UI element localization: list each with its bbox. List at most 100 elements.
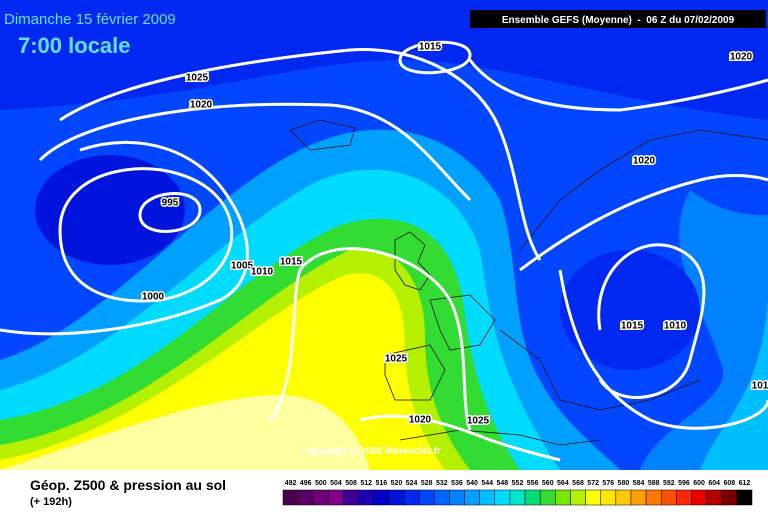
legend-value: 564	[557, 480, 569, 487]
field-low	[35, 155, 185, 265]
legend-value: 548	[497, 480, 509, 487]
legend-swatch	[358, 489, 375, 506]
legend-value: 600	[693, 480, 705, 487]
isobar-label: 1015	[419, 42, 442, 53]
legend-swatch	[449, 489, 465, 506]
isobar-label: 1020	[409, 415, 432, 426]
isobar-label: 1025	[467, 416, 490, 427]
legend-value: 532	[436, 480, 448, 487]
legend-value: 524	[406, 480, 418, 487]
legend-swatch	[600, 489, 617, 506]
legend-lead: (+ 192h)	[30, 496, 72, 508]
legend-value: 560	[542, 480, 554, 487]
legend-swatch	[676, 489, 692, 506]
map-field	[0, 0, 768, 471]
isobar-label: 1020	[190, 100, 213, 111]
isobar	[359, 414, 561, 462]
legend-value: 508	[345, 480, 357, 487]
isobar	[398, 40, 472, 75]
legend-value: 520	[391, 480, 403, 487]
field-band	[700, 300, 768, 470]
legend-swatch	[645, 489, 662, 506]
legend-value: 544	[481, 480, 493, 487]
isobar-label: 1005	[231, 261, 254, 272]
legend-swatch	[464, 489, 480, 506]
legend-value: 580	[618, 480, 630, 487]
legend-swatch	[388, 489, 405, 506]
field-band	[0, 395, 370, 470]
coastline	[384, 344, 446, 401]
field-low	[560, 250, 700, 370]
legend-value: 540	[466, 480, 478, 487]
isobar-label: 995	[162, 198, 179, 209]
isobar-label: 1000	[142, 292, 165, 303]
isobar-label: 1010	[251, 267, 274, 278]
coastline	[399, 429, 601, 446]
legend-swatch	[418, 489, 435, 506]
isobar-label: 1015	[621, 321, 644, 332]
legend-swatch	[328, 489, 344, 506]
copyright: Copyright © 2008 Meteociel.fr	[300, 446, 441, 457]
model-info: Ensemble GEFS (Moyenne) - 06 Z du 07/02/…	[502, 15, 735, 26]
legend-value: 592	[663, 480, 675, 487]
legend-value: 528	[421, 480, 433, 487]
isobar-labels: 1015102510201020995102010051010101510001…	[140, 40, 768, 428]
legend-value: 608	[723, 480, 735, 487]
isobar	[558, 269, 768, 430]
coastlines	[289, 119, 768, 446]
isobar-label: 1020	[730, 52, 753, 63]
isobar	[0, 140, 249, 336]
coastline	[429, 294, 496, 351]
model-box	[470, 10, 766, 28]
legend-swatch	[479, 489, 496, 506]
legend-swatch	[313, 489, 329, 506]
isobar-label: 1015	[280, 257, 303, 268]
map-time: 7:00 locale	[18, 33, 131, 58]
legend-swatch	[691, 489, 707, 506]
legend-swatch	[660, 489, 677, 506]
isobar	[468, 59, 768, 112]
isobar-label: 1025	[385, 354, 408, 365]
isobar	[59, 48, 542, 261]
legend-value: 516	[375, 480, 387, 487]
legend-value: 504	[330, 480, 342, 487]
legend-swatch	[585, 489, 601, 506]
map-date: Dimanche 15 février 2009	[4, 11, 176, 28]
isobar-label: 1010	[664, 321, 687, 332]
legend-swatch	[721, 489, 738, 506]
legend-swatch	[509, 489, 526, 506]
legend-swatch	[282, 489, 299, 506]
field-dark	[0, 0, 768, 120]
legend-value: 596	[678, 480, 690, 487]
legend-value: 512	[360, 480, 372, 487]
legend-value: 604	[708, 480, 720, 487]
isobar-label: 1025	[186, 73, 209, 84]
isobar	[38, 102, 472, 202]
legend-swatch	[403, 489, 420, 506]
legend-swatch	[630, 489, 647, 506]
legend-value: 576	[602, 480, 614, 487]
legend-value: 584	[633, 480, 645, 487]
legend-title: Géop. Z500 & pression au sol	[30, 477, 226, 493]
isobar-label: 101	[752, 381, 768, 392]
coastline	[394, 231, 431, 291]
coastline	[289, 119, 356, 151]
legend-swatch	[434, 489, 450, 506]
field-band	[640, 190, 768, 470]
legend-swatch	[297, 489, 314, 506]
isobar	[519, 174, 768, 272]
isobar	[268, 247, 472, 431]
legend-swatch	[570, 489, 586, 506]
isobar	[597, 243, 706, 399]
legend-value: 588	[648, 480, 660, 487]
legend-swatch	[373, 489, 390, 506]
legend-swatch	[343, 489, 359, 506]
legend-swatch	[706, 489, 722, 506]
coastline	[519, 129, 768, 251]
legend-swatch	[555, 489, 571, 506]
legend-value: 572	[587, 480, 599, 487]
legend-value: 552	[512, 480, 524, 487]
legend-value: 492	[285, 480, 297, 487]
legend-value: 536	[451, 480, 463, 487]
